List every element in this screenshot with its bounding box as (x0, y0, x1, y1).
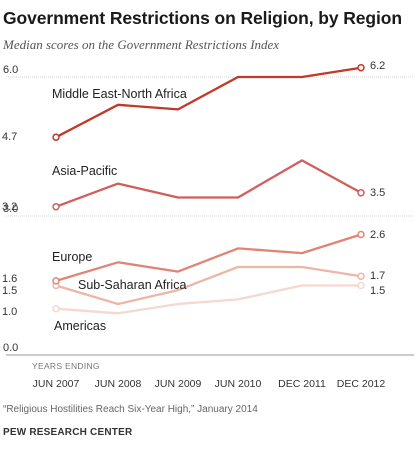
start-value-label: 4.7 (2, 131, 17, 143)
chart-subtitle: Median scores on the Government Restrict… (3, 37, 280, 52)
end-value-label: 6.2 (370, 60, 385, 72)
series-lines (52, 63, 365, 315)
series-point (52, 202, 60, 211)
x-tick-label: JUN 2008 (95, 378, 142, 390)
x-tick-label: DEC 2011 (278, 378, 326, 390)
organization-name: PEW RESEARCH CENTER (3, 427, 133, 438)
series-line (55, 265, 362, 306)
series-point (357, 230, 365, 239)
x-tick-label: JUN 2010 (215, 378, 262, 390)
x-axis-caption: YEARS ENDING (32, 361, 100, 371)
line-chart: 0.0 3.0 6.0 YEARS ENDING JUN 2007 JUN 2008 JUN… (2, 60, 414, 390)
series-point (52, 133, 60, 141)
series-point (357, 189, 365, 197)
source-note: “Religious Hostilities Reach Six-Year Hi… (3, 404, 258, 415)
start-value-label: 3.2 (2, 201, 17, 213)
end-value-label: 1.7 (370, 270, 385, 282)
y-tick-label: 6.0 (3, 64, 18, 76)
series-name-label: Europe (52, 250, 92, 264)
series-line (55, 233, 362, 283)
y-tick-label: 0.0 (3, 342, 18, 354)
series-point (52, 277, 60, 285)
start-value-label: 1.6 (2, 273, 17, 285)
x-tick-label: DEC 2012 (337, 378, 386, 390)
series-name-label: Middle East-North Africa (52, 87, 187, 101)
end-value-label: 2.6 (370, 229, 385, 241)
series-name-label: Sub-Saharan Africa (78, 278, 186, 292)
start-value-label: 1.5 (2, 285, 17, 297)
series-name-label: Americas (54, 319, 106, 333)
x-tick-label: JUN 2009 (155, 378, 202, 390)
series-line (55, 159, 362, 208)
grid-and-axis: 0.0 3.0 6.0 YEARS ENDING JUN 2007 JUN 2008 JUN… (3, 64, 414, 390)
y-tick-label: 3.0 (3, 203, 18, 215)
chart-labels: Middle East-North Africa Asia-Pacific Euro… (2, 60, 385, 333)
series-line (55, 66, 362, 139)
x-tick-label: JUN 2007 (33, 378, 80, 390)
series-line (55, 284, 361, 315)
end-value-label: 1.5 (370, 285, 385, 297)
series-point (52, 304, 60, 313)
start-value-label: 1.0 (2, 306, 17, 318)
series-name-label: Asia-Pacific (52, 164, 117, 178)
chart-title: Government Restrictions on Religion, by … (3, 8, 402, 28)
series-point (357, 272, 365, 280)
end-value-label: 3.5 (370, 187, 385, 199)
series-point (357, 63, 365, 72)
series-point (357, 281, 365, 290)
